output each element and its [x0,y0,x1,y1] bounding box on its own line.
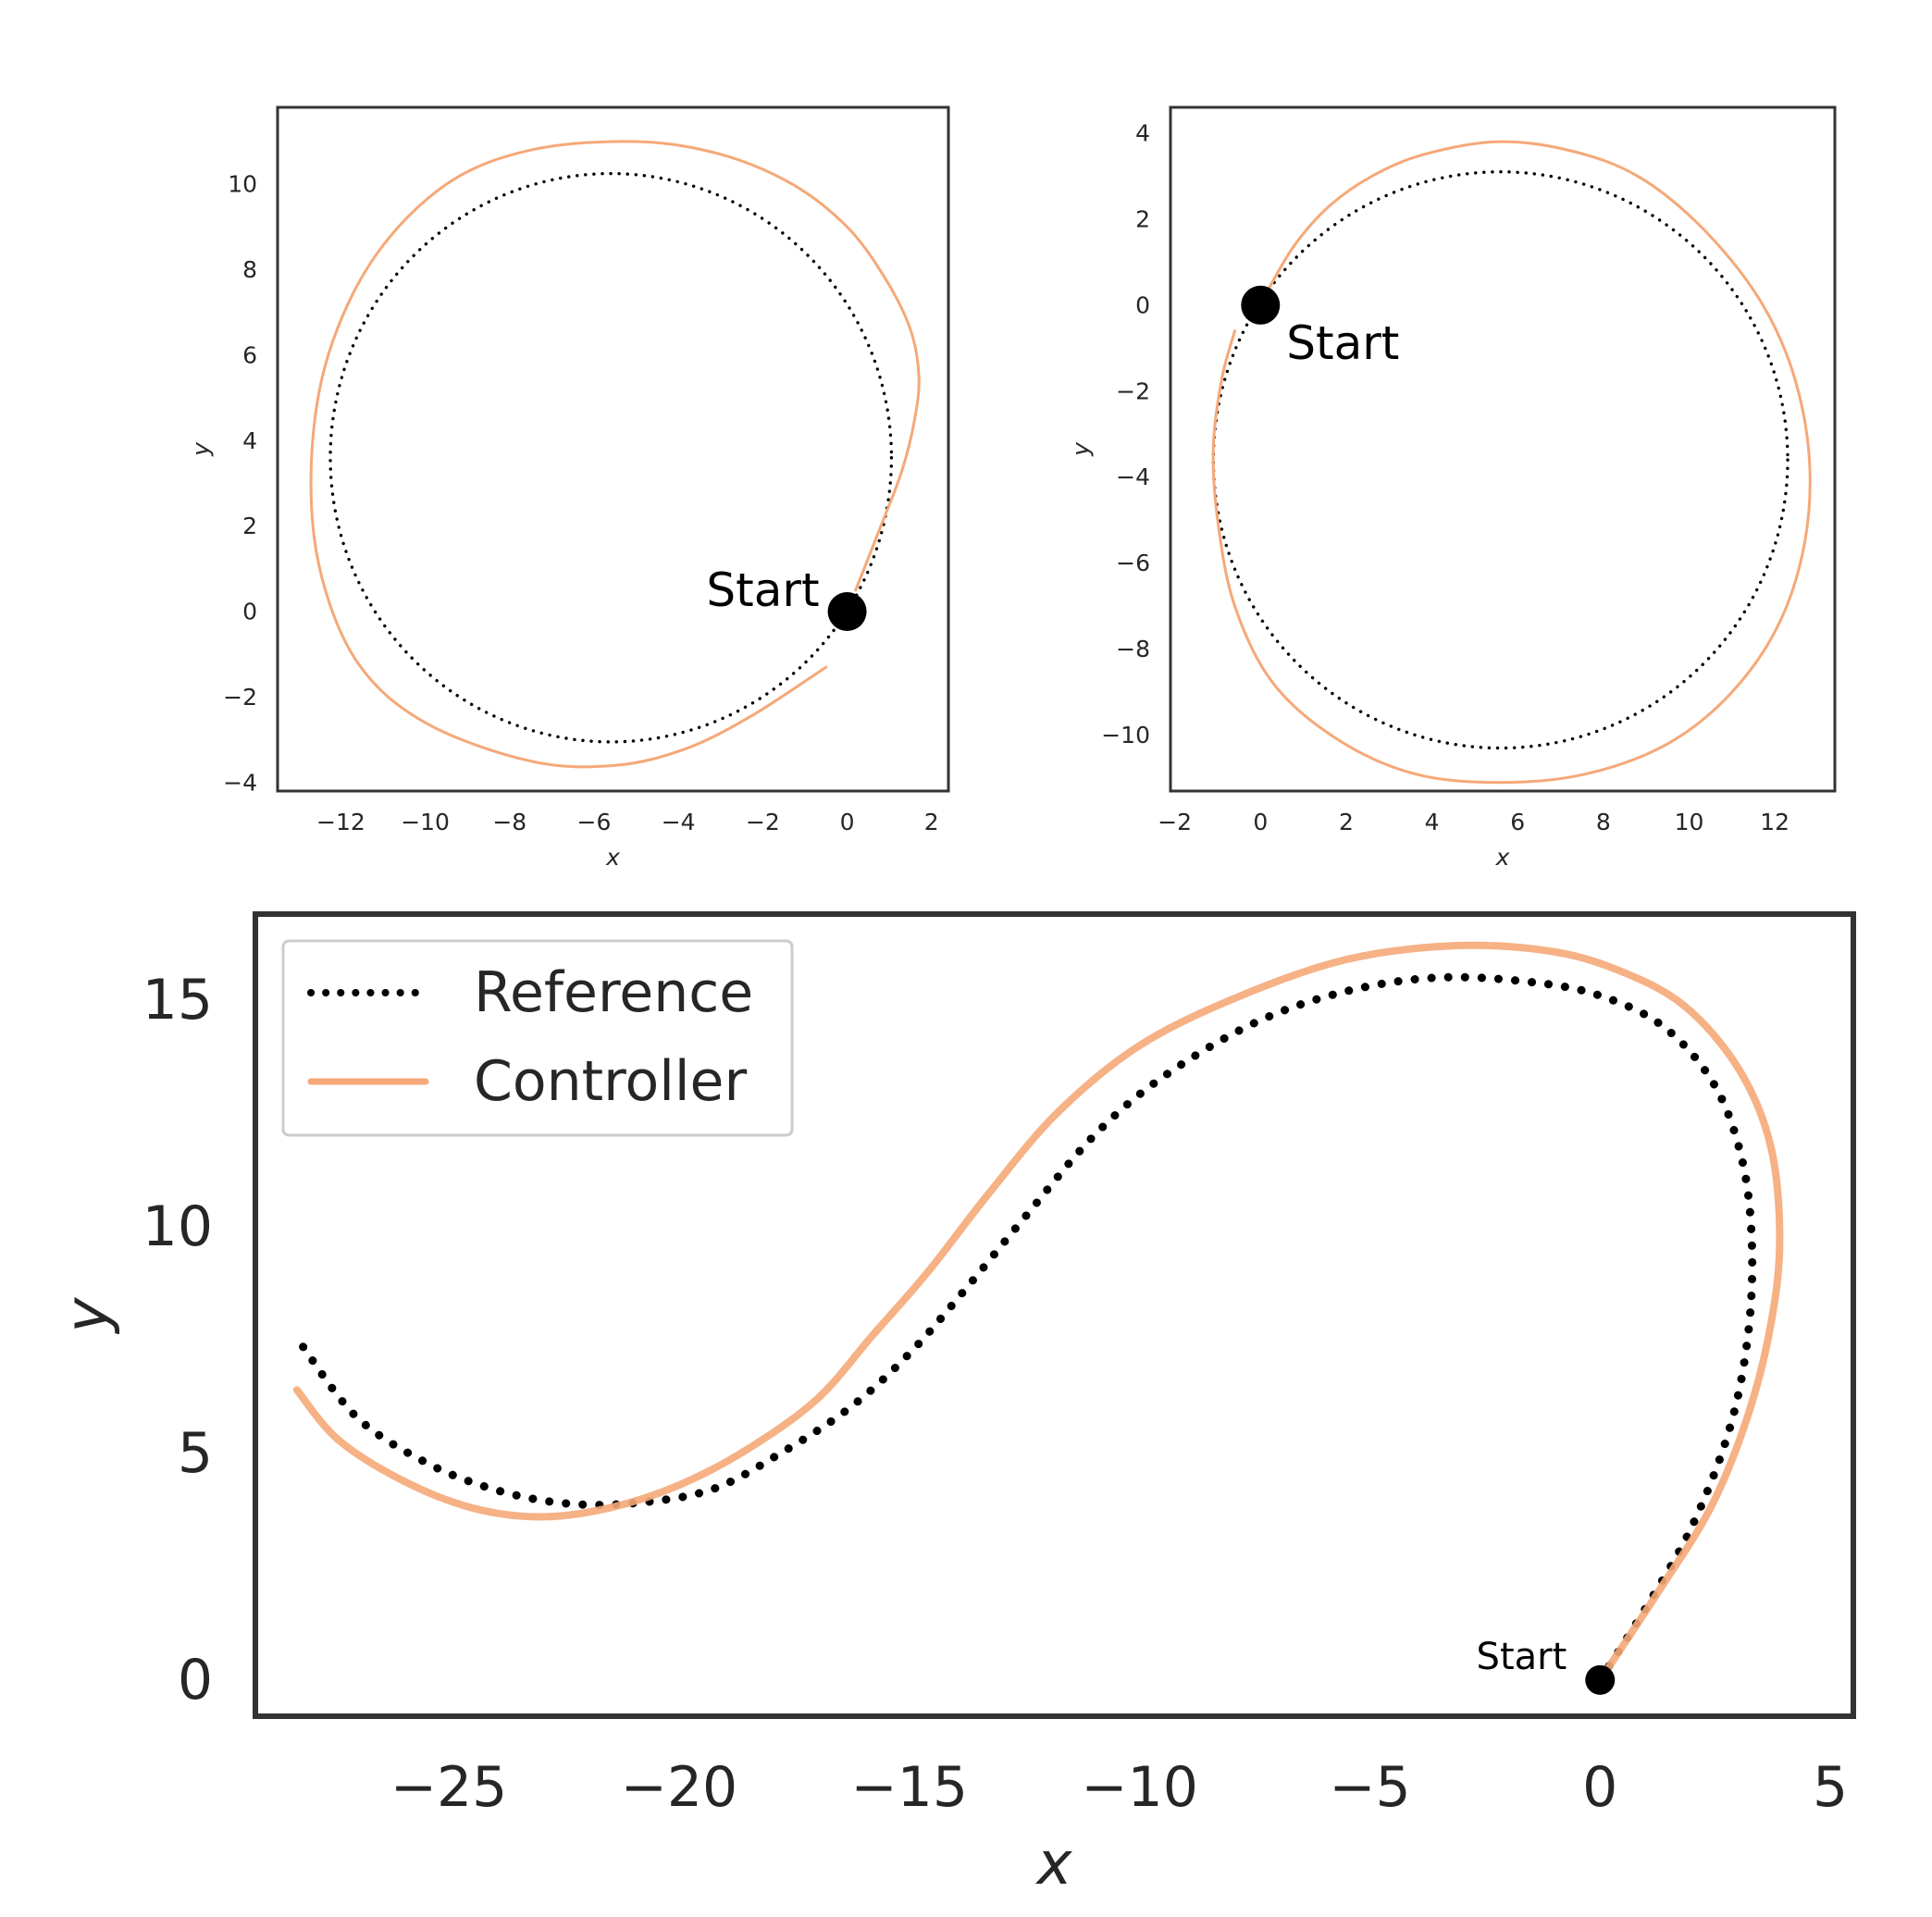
x-tick-label: −2 [746,809,780,835]
x-tick-label: −12 [316,809,365,835]
plot-area [309,140,921,769]
x-axis-label: x [605,844,620,871]
start-label: Start [706,563,819,617]
plot-area [1211,140,1812,785]
y-tick-label: 8 [242,256,257,283]
x-tick-label: −4 [662,809,696,835]
x-tick-label: −2 [1158,809,1192,835]
x-tick-label: −25 [390,1755,508,1820]
x-axis-label: x [1035,1830,1073,1898]
x-tick-label: −8 [492,809,526,835]
x-axis-label: x [1495,844,1510,871]
y-tick-label: −4 [1116,464,1150,490]
legend-label-controller: Controller [474,1049,747,1114]
y-axis-label: y [188,441,215,457]
x-tick-label: −5 [1329,1755,1410,1820]
y-axis-label: y [54,1296,122,1334]
x-tick-label: 10 [1675,809,1704,835]
y-tick-label: 4 [242,427,257,454]
reference-line [1211,170,1790,750]
y-tick-label: 2 [1135,205,1150,232]
legend-box [281,939,794,1137]
x-tick-label: −10 [1081,1755,1198,1820]
y-tick-label: −10 [1101,722,1150,748]
start-marker [1241,285,1281,325]
controller-line [292,941,1784,1671]
y-tick-label: −8 [1116,636,1150,662]
axes-frame [1169,105,1837,793]
x-tick-label: 6 [1510,809,1525,835]
y-tick-label: 10 [142,1194,213,1259]
y-tick-label: 5 [178,1421,213,1486]
x-tick-label: −6 [577,809,612,835]
start-marker [827,592,867,632]
x-tick-label: 5 [1813,1755,1848,1820]
y-tick-label: −4 [223,769,257,796]
legend-label-reference: Reference [474,960,753,1025]
y-tick-label: 10 [228,171,257,198]
x-tick-label: 4 [1425,809,1440,835]
y-tick-label: −6 [1116,550,1150,576]
plot-area [292,941,1784,1685]
start-label: Start [1477,1636,1567,1678]
y-tick-label: 4 [1135,119,1150,146]
controller-line [309,140,921,769]
top-right-panel: Start −2 0 2 4 6 8 10 12 −10 −8 −6 −4 −2 0 2 4 x y [1068,105,1837,871]
y-tick-label: 6 [242,341,257,368]
x-tick-label: 0 [1582,1755,1617,1820]
reference-line [328,171,894,744]
axes-frame [253,911,1856,1719]
x-tick-label: −15 [850,1755,968,1820]
reference-line [297,972,1757,1685]
x-tick-label: 0 [1253,809,1268,835]
top-left-panel: Start −12 −10 −8 −6 −4 −2 0 2 −4 −2 0 2 4 6 8 10 x y [188,105,950,871]
y-tick-label: −2 [223,684,257,711]
y-tick-label: 2 [242,513,257,539]
controller-line [1211,140,1812,785]
legend: Reference Controller [281,939,794,1137]
axes-frame [276,105,950,793]
x-tick-label: 0 [840,809,855,835]
y-tick-label: 0 [178,1648,213,1713]
x-tick-label: −10 [401,809,450,835]
y-tick-label: −2 [1116,377,1150,404]
x-tick-label: 2 [924,809,939,835]
x-tick-label: −20 [621,1755,738,1820]
bottom-panel: Start −25 −20 −15 −10 −5 0 5 0 5 10 15 x y Reference Co… [54,911,1856,1898]
x-tick-label: 12 [1760,809,1790,835]
start-label: Start [1286,316,1399,370]
y-axis-label: y [1068,441,1095,457]
y-tick-label: 0 [1135,291,1150,318]
x-tick-label: 2 [1339,809,1354,835]
x-tick-label: 8 [1596,809,1611,835]
y-tick-label: 15 [142,968,213,1033]
start-marker [1585,1664,1616,1695]
y-tick-label: 0 [242,599,257,625]
